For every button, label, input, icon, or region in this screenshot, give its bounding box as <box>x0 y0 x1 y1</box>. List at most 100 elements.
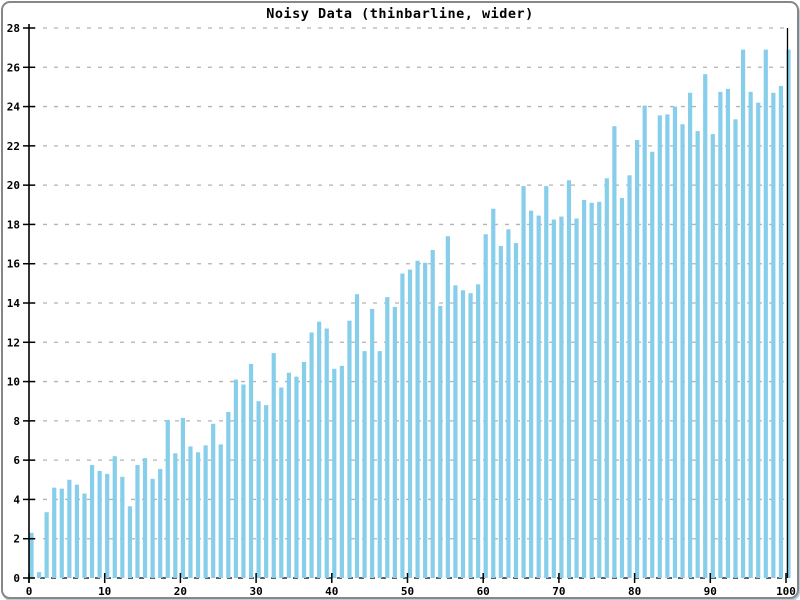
x-tick-label: 60 <box>477 585 490 598</box>
bar <box>582 199 587 578</box>
bar <box>778 85 784 579</box>
bar <box>604 178 609 578</box>
bar <box>309 332 314 578</box>
bar <box>460 290 466 578</box>
y-tick-label: 18 <box>7 218 20 231</box>
bar <box>354 294 360 578</box>
bar <box>597 201 602 578</box>
bar <box>264 405 269 578</box>
bar <box>241 384 246 578</box>
bar <box>415 260 420 578</box>
y-tick-label: 14 <box>7 297 21 310</box>
bar <box>44 512 49 578</box>
bar <box>619 197 625 579</box>
bar <box>612 126 617 578</box>
bar <box>392 306 397 578</box>
bar <box>29 532 34 578</box>
bar <box>589 202 594 579</box>
bar <box>233 379 238 578</box>
y-tick-label: 20 <box>7 179 20 192</box>
y-tick-label: 8 <box>13 415 20 428</box>
bar <box>142 458 148 578</box>
bar <box>195 452 201 578</box>
x-tick-label: 20 <box>174 585 187 598</box>
bar <box>301 361 307 578</box>
bar <box>158 468 163 578</box>
y-tick-label: 16 <box>7 258 21 271</box>
y-tick-label: 28 <box>7 22 20 35</box>
bar <box>385 297 390 578</box>
bar <box>513 243 519 578</box>
bar <box>362 351 367 578</box>
y-tick-label: 6 <box>13 454 20 467</box>
bar <box>339 365 344 578</box>
bar <box>559 216 564 579</box>
bar <box>248 363 254 578</box>
bar <box>574 218 579 579</box>
x-tick-label: 30 <box>249 585 262 598</box>
y-tick-label: 4 <box>13 493 20 506</box>
bar <box>377 351 382 578</box>
bar <box>672 106 678 579</box>
bar <box>521 186 526 578</box>
y-tick-label: 22 <box>7 140 20 153</box>
y-tick-label: 10 <box>7 376 20 389</box>
bar <box>544 186 549 578</box>
bar <box>687 92 693 579</box>
bar <box>89 465 95 578</box>
x-tick-label: 10 <box>98 585 111 598</box>
bar <box>748 91 753 578</box>
bar <box>211 423 216 578</box>
bar <box>400 273 405 578</box>
bar <box>286 372 291 578</box>
bar <box>135 465 140 578</box>
bar <box>566 180 572 578</box>
x-tick-label: 40 <box>325 585 338 598</box>
bar <box>120 476 125 578</box>
bar <box>695 131 700 578</box>
bar <box>423 262 428 578</box>
bar <box>710 134 715 579</box>
bar <box>438 305 443 578</box>
bar <box>491 208 496 578</box>
bar <box>476 284 481 578</box>
x-tick-label: 90 <box>704 585 717 598</box>
bar <box>468 293 473 578</box>
x-tick-label: 80 <box>628 585 641 598</box>
bar <box>82 493 87 578</box>
bar <box>430 249 435 578</box>
bar <box>67 479 72 578</box>
bar <box>551 219 556 578</box>
bar <box>407 269 413 578</box>
bar <box>165 419 170 578</box>
bar <box>763 49 768 579</box>
bar <box>627 175 632 579</box>
y-tick-label: 2 <box>13 533 20 546</box>
bar <box>74 484 80 578</box>
bar <box>680 124 685 578</box>
bar <box>650 151 655 578</box>
bar <box>226 412 231 578</box>
bar <box>725 88 731 579</box>
bar <box>370 308 375 578</box>
bar <box>105 473 110 578</box>
bar <box>635 139 640 578</box>
x-tick-label: 70 <box>552 585 565 598</box>
bar <box>347 320 352 578</box>
bar <box>112 456 117 578</box>
bar <box>324 328 329 578</box>
bar <box>453 285 458 578</box>
x-tick-label: 50 <box>401 585 414 598</box>
bar <box>279 387 284 578</box>
x-tick-label: 100 <box>776 585 796 598</box>
bar <box>294 376 299 578</box>
bar <box>127 506 133 578</box>
bar <box>317 321 322 578</box>
bar <box>786 49 791 579</box>
bar <box>97 470 102 578</box>
y-tick-label: 12 <box>7 336 20 349</box>
bar <box>188 446 193 578</box>
bar <box>529 210 534 578</box>
